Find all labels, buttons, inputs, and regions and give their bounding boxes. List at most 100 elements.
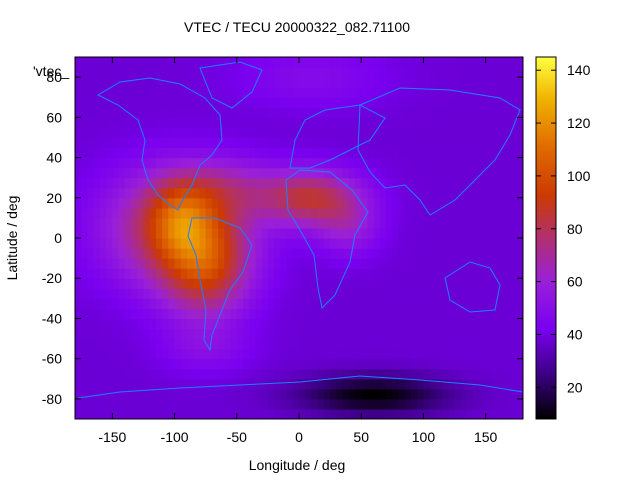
heatmap-cell xyxy=(99,398,107,410)
heatmap-cell xyxy=(143,67,151,78)
heatmap-cell xyxy=(211,388,219,400)
heatmap-cell xyxy=(473,67,481,78)
heatmap-cell xyxy=(423,127,431,139)
heatmap-cell xyxy=(180,217,188,229)
heatmap-cell xyxy=(162,238,169,249)
heatmap-cell xyxy=(429,77,437,88)
heatmap-cell xyxy=(379,248,387,259)
heatmap-cell xyxy=(379,177,387,189)
heatmap-cell xyxy=(348,187,356,199)
heatmap-cell xyxy=(467,348,474,360)
heatmap-cell xyxy=(411,288,418,299)
heatmap-cell xyxy=(243,308,250,320)
heatmap-cell xyxy=(124,268,132,279)
heatmap-cell xyxy=(454,57,462,68)
heatmap-cell xyxy=(386,57,393,68)
heatmap-cell xyxy=(280,117,288,128)
heatmap-cell xyxy=(118,217,126,229)
heatmap-cell xyxy=(348,258,356,269)
heatmap-cell xyxy=(454,107,462,118)
x-axis-label: Longitude / deg xyxy=(249,457,346,473)
heatmap-cell xyxy=(236,328,244,340)
heatmap-cell xyxy=(75,288,82,299)
heatmap-cell xyxy=(149,207,157,219)
heatmap-cell xyxy=(143,238,151,249)
heatmap-cell xyxy=(317,308,325,320)
heatmap-cell xyxy=(485,217,493,229)
heatmap-cell xyxy=(491,258,499,269)
heatmap-cell xyxy=(305,358,313,370)
heatmap-cell xyxy=(286,217,294,229)
heatmap-cell xyxy=(355,117,362,128)
heatmap-cell xyxy=(411,137,418,149)
heatmap-cell xyxy=(454,117,462,128)
heatmap-cell xyxy=(267,107,275,118)
heatmap-cell xyxy=(355,248,362,259)
heatmap-cell xyxy=(267,368,275,380)
heatmap-cell xyxy=(112,197,120,209)
heatmap-cell xyxy=(305,398,313,410)
heatmap-cell xyxy=(379,268,387,279)
heatmap-cell xyxy=(485,348,493,360)
heatmap-cell xyxy=(442,107,449,118)
heatmap-cell xyxy=(106,238,113,249)
heatmap-cell xyxy=(311,187,319,199)
heatmap-cell xyxy=(143,368,151,380)
heatmap-cell xyxy=(137,308,145,320)
heatmap-cell xyxy=(510,388,518,400)
heatmap-cell xyxy=(423,308,431,320)
heatmap-cell xyxy=(168,258,176,269)
heatmap-cell xyxy=(435,217,443,229)
heatmap-cell xyxy=(361,77,369,88)
heatmap-cell xyxy=(174,217,182,229)
heatmap-cell xyxy=(336,288,344,299)
heatmap-cell xyxy=(361,298,369,309)
heatmap-cell xyxy=(367,278,375,289)
heatmap-cell xyxy=(323,197,331,209)
heatmap-cell xyxy=(112,207,120,219)
heatmap-cell xyxy=(99,217,107,229)
heatmap-cell xyxy=(479,278,487,289)
heatmap-cell xyxy=(267,97,275,108)
heatmap-cell xyxy=(448,378,456,390)
heatmap-cell xyxy=(249,207,257,219)
heatmap-cell xyxy=(75,328,82,340)
colorbar-tick-label: 80 xyxy=(567,221,583,237)
heatmap-cell xyxy=(143,57,151,68)
heatmap-cell xyxy=(311,368,319,380)
heatmap-cell xyxy=(305,87,313,98)
heatmap-cell xyxy=(498,77,505,88)
heatmap-cell xyxy=(211,308,219,320)
heatmap-cell xyxy=(267,127,275,139)
heatmap-cell xyxy=(448,298,456,309)
heatmap-cell xyxy=(230,77,238,88)
heatmap-cell xyxy=(199,248,207,259)
heatmap-cell xyxy=(317,87,325,98)
heatmap-cell xyxy=(124,308,132,320)
heatmap-cell xyxy=(75,238,82,249)
heatmap-cell xyxy=(311,147,319,159)
heatmap-cell xyxy=(411,207,418,219)
heatmap-cell xyxy=(162,378,169,390)
heatmap-cell xyxy=(479,348,487,360)
heatmap-cell xyxy=(404,167,412,179)
heatmap-cell xyxy=(423,147,431,159)
heatmap-cell xyxy=(299,348,306,360)
heatmap-cell xyxy=(448,288,456,299)
heatmap-cell xyxy=(423,388,431,400)
heatmap-cell xyxy=(249,268,257,279)
heatmap-cell xyxy=(448,57,456,68)
heatmap-cell xyxy=(367,197,375,209)
heatmap-cell xyxy=(224,127,232,139)
heatmap-cell xyxy=(373,358,381,370)
heatmap-cell xyxy=(187,197,194,209)
heatmap-cell xyxy=(112,318,120,330)
heatmap-cell xyxy=(411,227,418,239)
heatmap-cell xyxy=(460,298,468,309)
heatmap-cell xyxy=(236,217,244,229)
heatmap-cell xyxy=(149,147,157,159)
heatmap-cell xyxy=(392,97,400,108)
heatmap-cell xyxy=(379,398,387,410)
heatmap-cell xyxy=(137,338,145,350)
heatmap-cell xyxy=(180,358,188,370)
